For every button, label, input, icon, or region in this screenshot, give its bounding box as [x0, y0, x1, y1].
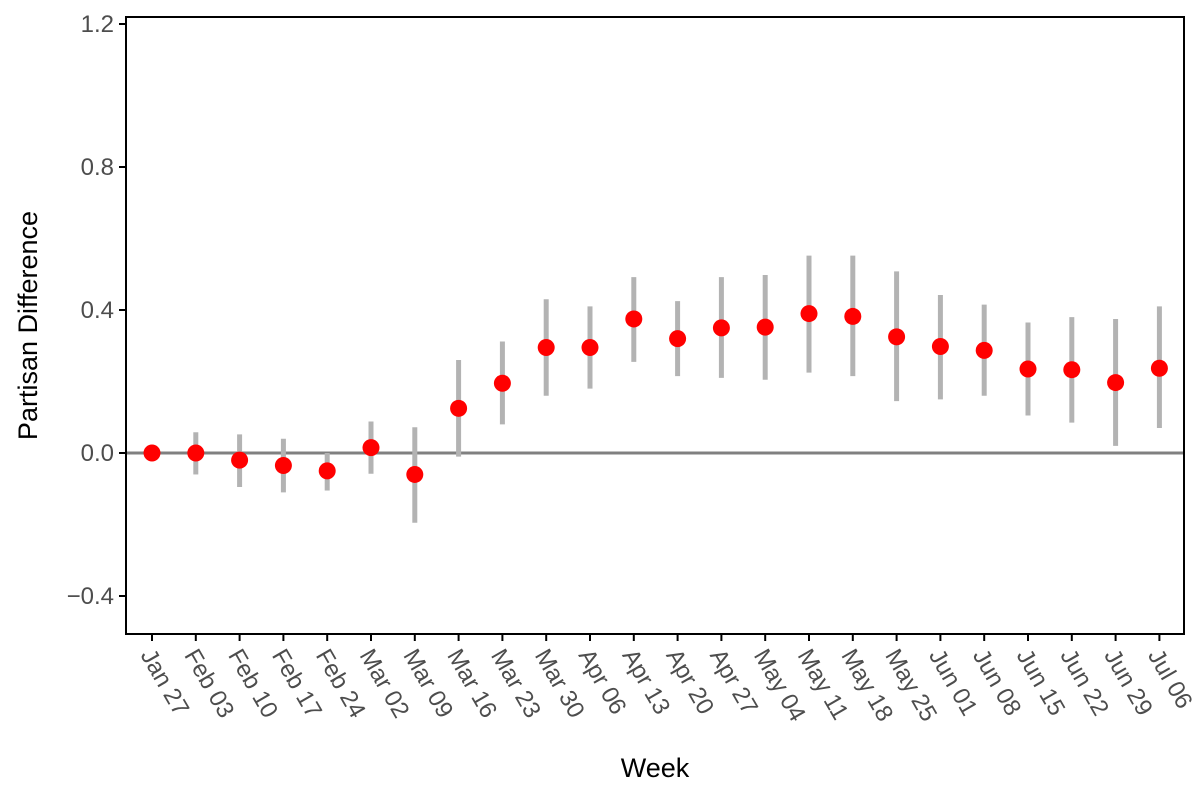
y-tick-label: 1.2	[81, 11, 114, 38]
data-point	[888, 328, 906, 346]
data-point	[1150, 359, 1168, 377]
error-bars	[193, 255, 1162, 523]
data-point	[581, 339, 599, 357]
data-point	[931, 337, 949, 355]
data-point	[756, 318, 774, 336]
data-point	[1107, 374, 1125, 392]
data-point	[493, 374, 511, 392]
y-tick-label: 0.8	[81, 154, 114, 181]
data-point	[187, 444, 205, 462]
data-points	[143, 305, 1168, 483]
data-point	[1019, 360, 1037, 378]
data-point	[800, 305, 818, 323]
plot-panel	[125, 16, 1185, 635]
data-point	[844, 307, 862, 325]
data-point	[406, 465, 424, 483]
y-axis-title: Partisan Difference	[13, 211, 43, 440]
data-point	[143, 444, 161, 462]
data-point	[712, 319, 730, 337]
data-point	[450, 399, 468, 417]
y-tick-label: 0.4	[81, 297, 114, 324]
y-tick-label: −0.4	[67, 583, 114, 610]
data-point	[669, 330, 687, 348]
data-point	[537, 339, 555, 357]
data-point	[625, 310, 643, 328]
data-point	[1063, 361, 1081, 379]
data-point	[975, 341, 993, 359]
y-axis: −0.4 0.0 0.4 0.8 1.2	[67, 11, 126, 610]
x-axis-title: Week	[621, 753, 690, 783]
data-point	[362, 439, 380, 457]
data-point	[231, 451, 249, 469]
data-point	[318, 462, 336, 480]
y-tick-label: 0.0	[81, 440, 114, 467]
data-point	[274, 457, 292, 475]
